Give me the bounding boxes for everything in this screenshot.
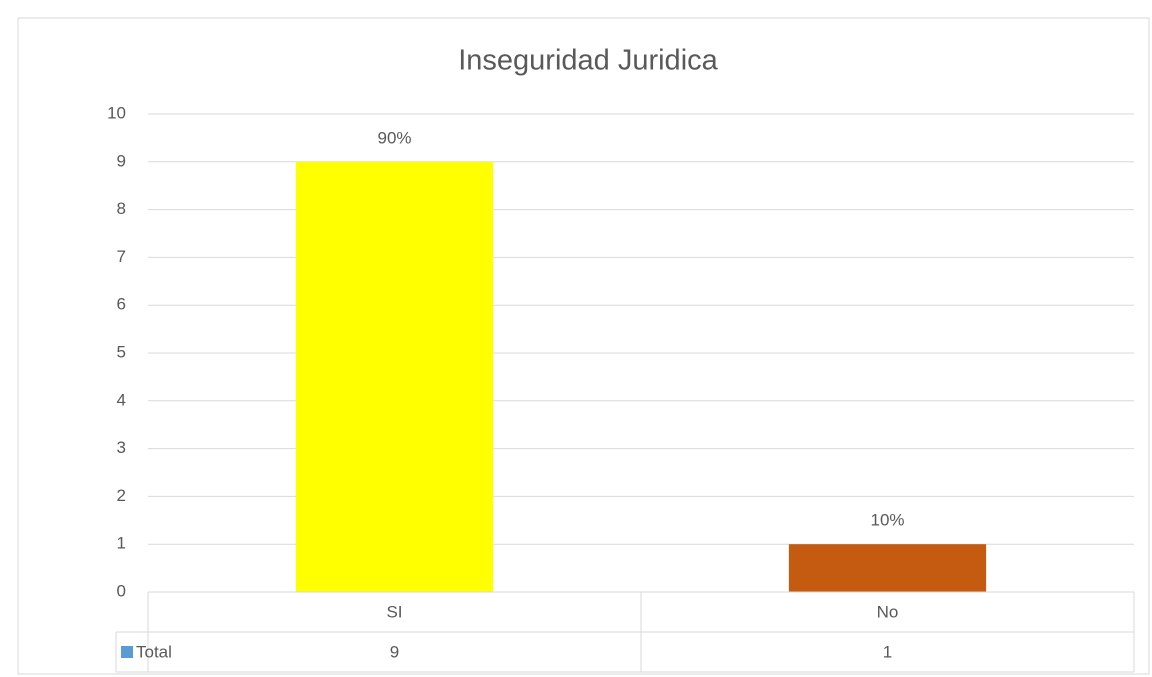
- y-tick-label: 3: [117, 438, 126, 457]
- legend-key: [121, 646, 133, 658]
- y-tick-label: 0: [117, 581, 126, 600]
- y-tick-label: 8: [117, 199, 126, 218]
- bar: [788, 544, 987, 592]
- y-tick-label: 7: [117, 247, 126, 266]
- y-tick-label: 1: [117, 534, 126, 553]
- y-tick-label: 4: [117, 390, 126, 409]
- table-value: 1: [883, 642, 892, 661]
- y-tick-label: 5: [117, 342, 126, 361]
- legend-label: Total: [136, 642, 172, 661]
- y-tick-label: 2: [117, 486, 126, 505]
- y-tick-label: 9: [117, 151, 126, 170]
- data-label: 10%: [870, 511, 904, 530]
- y-tick-label: 6: [117, 295, 126, 314]
- x-tick-label: SI: [386, 602, 402, 621]
- bar: [295, 161, 494, 593]
- y-tick-label: 10: [107, 103, 126, 122]
- x-tick-label: No: [877, 602, 899, 621]
- table-value: 9: [390, 642, 399, 661]
- chart-title: Inseguridad Juridica: [458, 45, 718, 77]
- data-label: 90%: [377, 128, 411, 147]
